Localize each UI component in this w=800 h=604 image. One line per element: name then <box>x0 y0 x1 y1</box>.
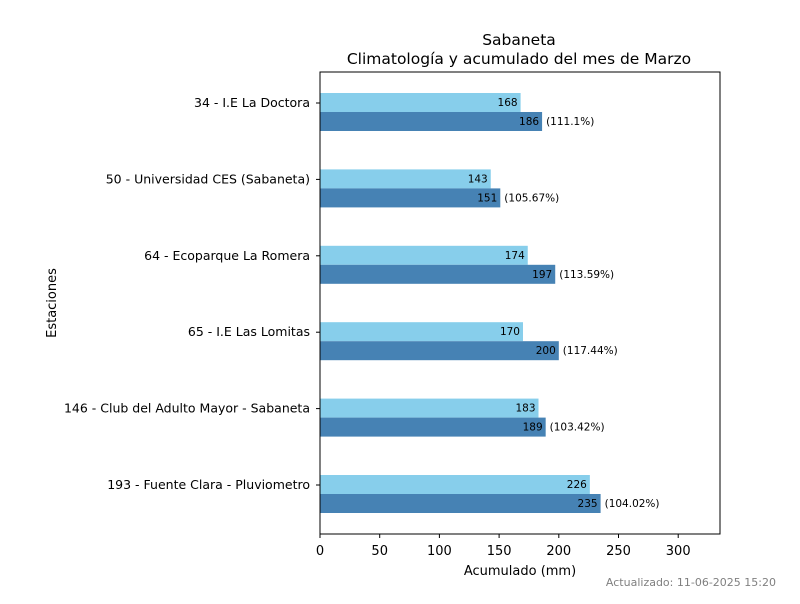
x-tick-label: 300 <box>666 544 691 559</box>
bar-value-label: 200 <box>536 345 556 357</box>
y-tick-label: 34 - I.E La Doctora <box>194 95 310 110</box>
series1-bar <box>320 398 539 418</box>
bar-value-label: 168 <box>498 97 518 109</box>
bar-percent-label: (111.1%) <box>546 116 594 128</box>
bar-value-label: 189 <box>523 422 543 434</box>
bar-value-label: 186 <box>519 116 539 128</box>
y-tick-label: 193 - Fuente Clara - Pluviometro <box>107 477 310 492</box>
y-axis-label: Estaciones <box>45 268 60 338</box>
series2-bar <box>320 112 543 131</box>
bar-value-label: 151 <box>477 192 497 204</box>
series2-bar <box>320 341 559 361</box>
series1-bar <box>320 322 523 342</box>
y-tick-label: 65 - I.E Las Lomitas <box>188 324 310 339</box>
series2-bar <box>320 264 556 284</box>
plot-frame <box>319 71 721 535</box>
bar-value-label: 183 <box>515 403 535 415</box>
bar-percent-label: (113.59%) <box>559 269 614 281</box>
x-axis-label: Acumulado (mm) <box>464 564 576 579</box>
series1-bar <box>320 475 590 494</box>
bar-percent-label: (104.02%) <box>605 498 660 510</box>
chart-subtitle: Climatología y acumulado del mes de Marz… <box>347 50 691 68</box>
series2-bar <box>320 494 601 513</box>
bar-value-label: 197 <box>532 269 552 281</box>
series2-bar <box>320 417 546 437</box>
y-tick-label: 146 - Club del Adulto Mayor - Sabaneta <box>64 401 310 416</box>
y-tick-layer: 34 - I.E La Doctora 50 - Universidad CES … <box>64 95 320 492</box>
x-tick-label: 150 <box>487 544 512 559</box>
y-tick-label: 64 - Ecoparque La Romera <box>144 248 310 263</box>
series1-bar <box>320 169 491 189</box>
bar-value-label: 143 <box>468 173 488 185</box>
x-tick-label: 50 <box>371 544 388 559</box>
updated-timestamp: Actualizado: 11-06-2025 15:20 <box>606 576 776 589</box>
x-tick-label: 200 <box>546 544 571 559</box>
bar-value-label: 235 <box>578 498 598 510</box>
y-tick-label: 50 - Universidad CES (Sabaneta) <box>106 171 310 186</box>
bar-percent-label: (117.44%) <box>563 345 618 357</box>
series1-bar <box>320 93 521 112</box>
x-tick-label: 0 <box>316 544 324 559</box>
bar-value-label: 226 <box>567 479 587 491</box>
x-tick-layer: 0 50 100 150 200 250 300 <box>316 534 691 559</box>
series1-bar <box>320 245 528 265</box>
chart-title: Sabaneta <box>482 31 556 49</box>
bar-value-label: 174 <box>505 250 525 262</box>
x-tick-label: 100 <box>427 544 452 559</box>
bar-percent-label: (105.67%) <box>504 192 559 204</box>
bar-value-label: 170 <box>500 326 520 338</box>
bar-percent-label: (103.42%) <box>550 422 605 434</box>
series2-bar <box>320 188 501 208</box>
x-tick-label: 250 <box>606 544 631 559</box>
